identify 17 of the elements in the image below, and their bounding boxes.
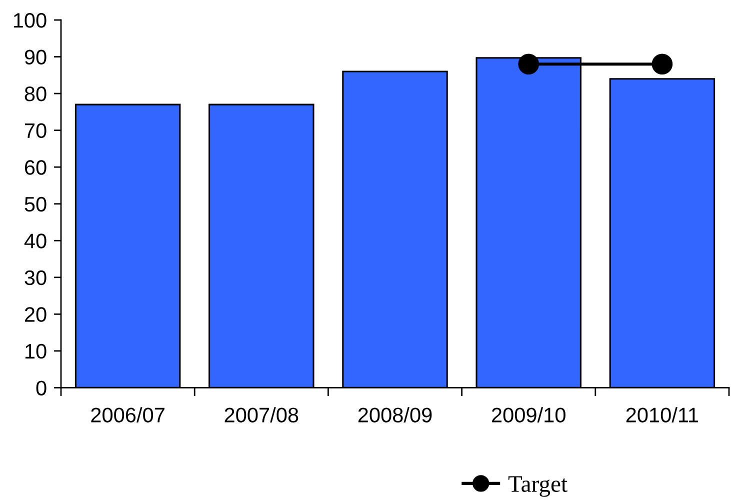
x-tick-label: 2007/08	[224, 407, 298, 422]
y-tick-label: 0	[36, 380, 46, 396]
y-tick-label: 40	[24, 234, 46, 248]
legend-label: Target	[508, 476, 568, 497]
y-tick-label: 100	[14, 13, 46, 28]
y-tick-label: 70	[25, 123, 46, 138]
x-tick-label: 2010/11	[626, 407, 698, 422]
y-tick-label: 50	[24, 196, 46, 212]
y-tick-label: 80	[24, 86, 46, 102]
y-tick-label: 30	[24, 270, 46, 286]
x-tick-label: 2008/09	[358, 407, 432, 422]
y-tick-label: 20	[24, 307, 46, 322]
y-tick-label: 90	[24, 50, 46, 65]
x-tick-label: 2009/10	[492, 407, 566, 422]
x-tick-label: 2006/07	[91, 407, 164, 422]
y-tick-label: 10	[26, 344, 46, 359]
y-tick-label: 60	[25, 160, 46, 175]
